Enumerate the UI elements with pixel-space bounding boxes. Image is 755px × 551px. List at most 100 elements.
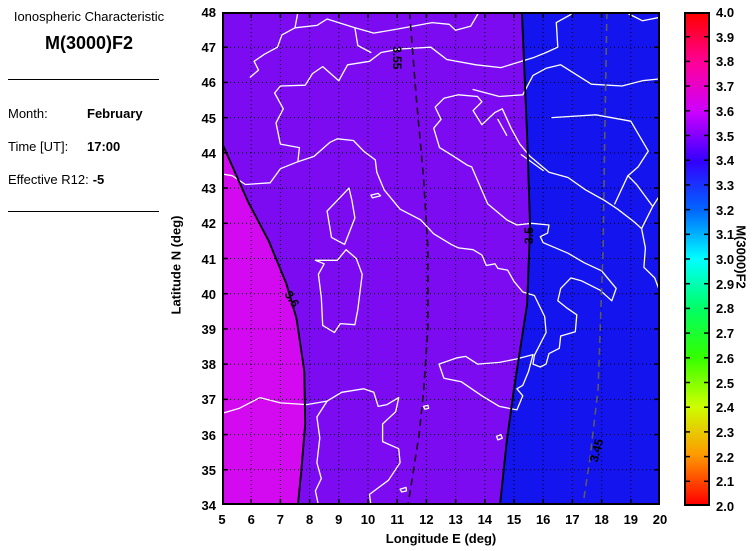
ytick-39: 39 (201, 321, 216, 337)
border-montenegro-bosnia-border (627, 175, 654, 208)
border-rhine-swiss-german-border (294, 18, 372, 54)
xtick-7: 7 (276, 512, 284, 527)
xtick-17: 17 (565, 512, 580, 527)
cbar-tick-3.0: 3.0 (716, 252, 735, 267)
ytick-34: 34 (201, 498, 216, 513)
ytick-35: 35 (201, 462, 216, 478)
colorbar-tick-labels: 4.0 3.9 3.8 3.7 3.6 3.5 3.4 3.3 3.2 3.1 3.0 2.9 2.8 2… (716, 5, 746, 514)
xtick-20: 20 (652, 512, 668, 527)
border-balkan-coastline (472, 95, 660, 293)
x-axis-tick-labels: 5 6 7 8 9 10 11 12 13 14 15 16 17 18 19 20 (218, 512, 667, 528)
contour-3.5 (499, 12, 532, 505)
colorbar-title: M(3000)F2 (733, 225, 749, 289)
border-kerkennah (399, 486, 408, 493)
contour-3.55 (407, 12, 429, 505)
contour-3.45 (582, 12, 608, 505)
r12-row: Effective R12: -5 (8, 172, 104, 187)
ytick-43: 43 (201, 181, 216, 197)
border-slovenia-croatia-hungary-border (472, 64, 660, 98)
border-sardinia (314, 249, 363, 334)
cbar-tick-2.2: 2.2 (716, 449, 735, 465)
cbar-tick-4.0: 4.0 (716, 5, 735, 20)
band-west (222, 143, 306, 505)
ytick-45: 45 (201, 110, 216, 126)
contour-labels: 3.63.553.53.45 (282, 46, 607, 463)
xtick-16: 16 (535, 512, 551, 527)
ytick-41: 41 (201, 251, 216, 267)
border-swiss-french-border (249, 12, 299, 78)
border-malta (495, 433, 503, 441)
y-axis-title: Latitude N (deg) (168, 215, 184, 315)
cbar-tick-2.1: 2.1 (716, 474, 735, 490)
divider-bottom (8, 211, 159, 212)
border-north-africa-coast (222, 388, 401, 505)
band-east (500, 12, 660, 505)
time-row: Time [UT]: 17:00 (8, 139, 120, 154)
r12-value: -5 (92, 172, 105, 187)
r12-label: Effective R12: (8, 172, 89, 187)
contour-label-3.5: 3.5 (522, 227, 536, 244)
divider-top (8, 79, 159, 80)
map-borders (222, 12, 660, 505)
border-croatian-islands-1 (497, 118, 508, 136)
ytick-48: 48 (201, 5, 216, 20)
cbar-tick-3.5: 3.5 (716, 128, 735, 144)
ytick-44: 44 (201, 145, 216, 161)
cbar-tick-2.3: 2.3 (716, 424, 735, 440)
cbar-tick-3.6: 3.6 (716, 103, 735, 119)
xtick-19: 19 (623, 512, 639, 527)
xtick-11: 11 (390, 512, 405, 527)
panel-title: Ionospheric Characteristic (13, 9, 165, 24)
cbar-tick-3.1: 3.1 (716, 227, 735, 243)
x-axis-title: Longitude E (deg) (385, 531, 497, 546)
ytick-42: 42 (201, 216, 216, 232)
time-value: 17:00 (87, 139, 121, 154)
ytick-38: 38 (201, 357, 216, 373)
contour-lines (222, 12, 608, 505)
cbar-tick-3.3: 3.3 (716, 177, 735, 193)
border-sicily (438, 353, 534, 411)
colorbar-tick-marks (684, 35, 710, 483)
characteristic-name: M(3000)F2 (44, 33, 134, 53)
border-italy-alps-border (273, 46, 547, 163)
cbar-tick-3.7: 3.7 (716, 79, 735, 95)
border-algeria-tunisia-border (314, 400, 328, 505)
cbar-tick-2.4: 2.4 (716, 400, 735, 416)
contour-label-3.55: 3.55 (390, 46, 404, 70)
border-elba (370, 192, 382, 199)
xtick-6: 6 (247, 512, 255, 527)
border-pantelleria (422, 404, 430, 410)
cbar-tick-2.9: 2.9 (716, 276, 735, 292)
month-value: February (87, 106, 143, 121)
cbar-tick-2.5: 2.5 (716, 375, 735, 391)
month-row: Month: February (8, 106, 143, 121)
border-croatian-islands-2 (520, 153, 544, 172)
xtick-12: 12 (419, 512, 434, 527)
plot-frame (222, 12, 660, 505)
colorbar-ticks (684, 35, 710, 483)
xtick-18: 18 (594, 512, 609, 527)
border-austria-hungary-border (545, 12, 576, 54)
ytick-36: 36 (201, 427, 216, 443)
cbar-tick-2.6: 2.6 (716, 350, 735, 366)
time-label: Time [UT]: (8, 139, 69, 154)
cbar-tick-2.8: 2.8 (716, 301, 735, 317)
border-france-italy-coastline (222, 94, 617, 368)
contour-3.6 (222, 142, 307, 505)
map-svg: 3.63.553.53.45 (222, 12, 660, 505)
border-germany-austria-border (354, 12, 480, 34)
cbar-tick-2.0: 2.0 (716, 499, 735, 514)
xtick-13: 13 (448, 512, 463, 527)
map-plot-area: 3.6 3.55 3.5 3.45 (222, 12, 660, 505)
ytick-46: 46 (201, 75, 216, 91)
cbar-tick-3.9: 3.9 (716, 29, 735, 45)
ytick-40: 40 (201, 286, 216, 302)
ytick-37: 37 (201, 392, 216, 408)
xtick-9: 9 (335, 512, 343, 527)
xtick-10: 10 (360, 512, 376, 527)
xtick-14: 14 (477, 512, 493, 527)
cbar-tick-2.7: 2.7 (716, 326, 735, 342)
xtick-5: 5 (218, 512, 226, 527)
border-corsica (326, 187, 356, 246)
